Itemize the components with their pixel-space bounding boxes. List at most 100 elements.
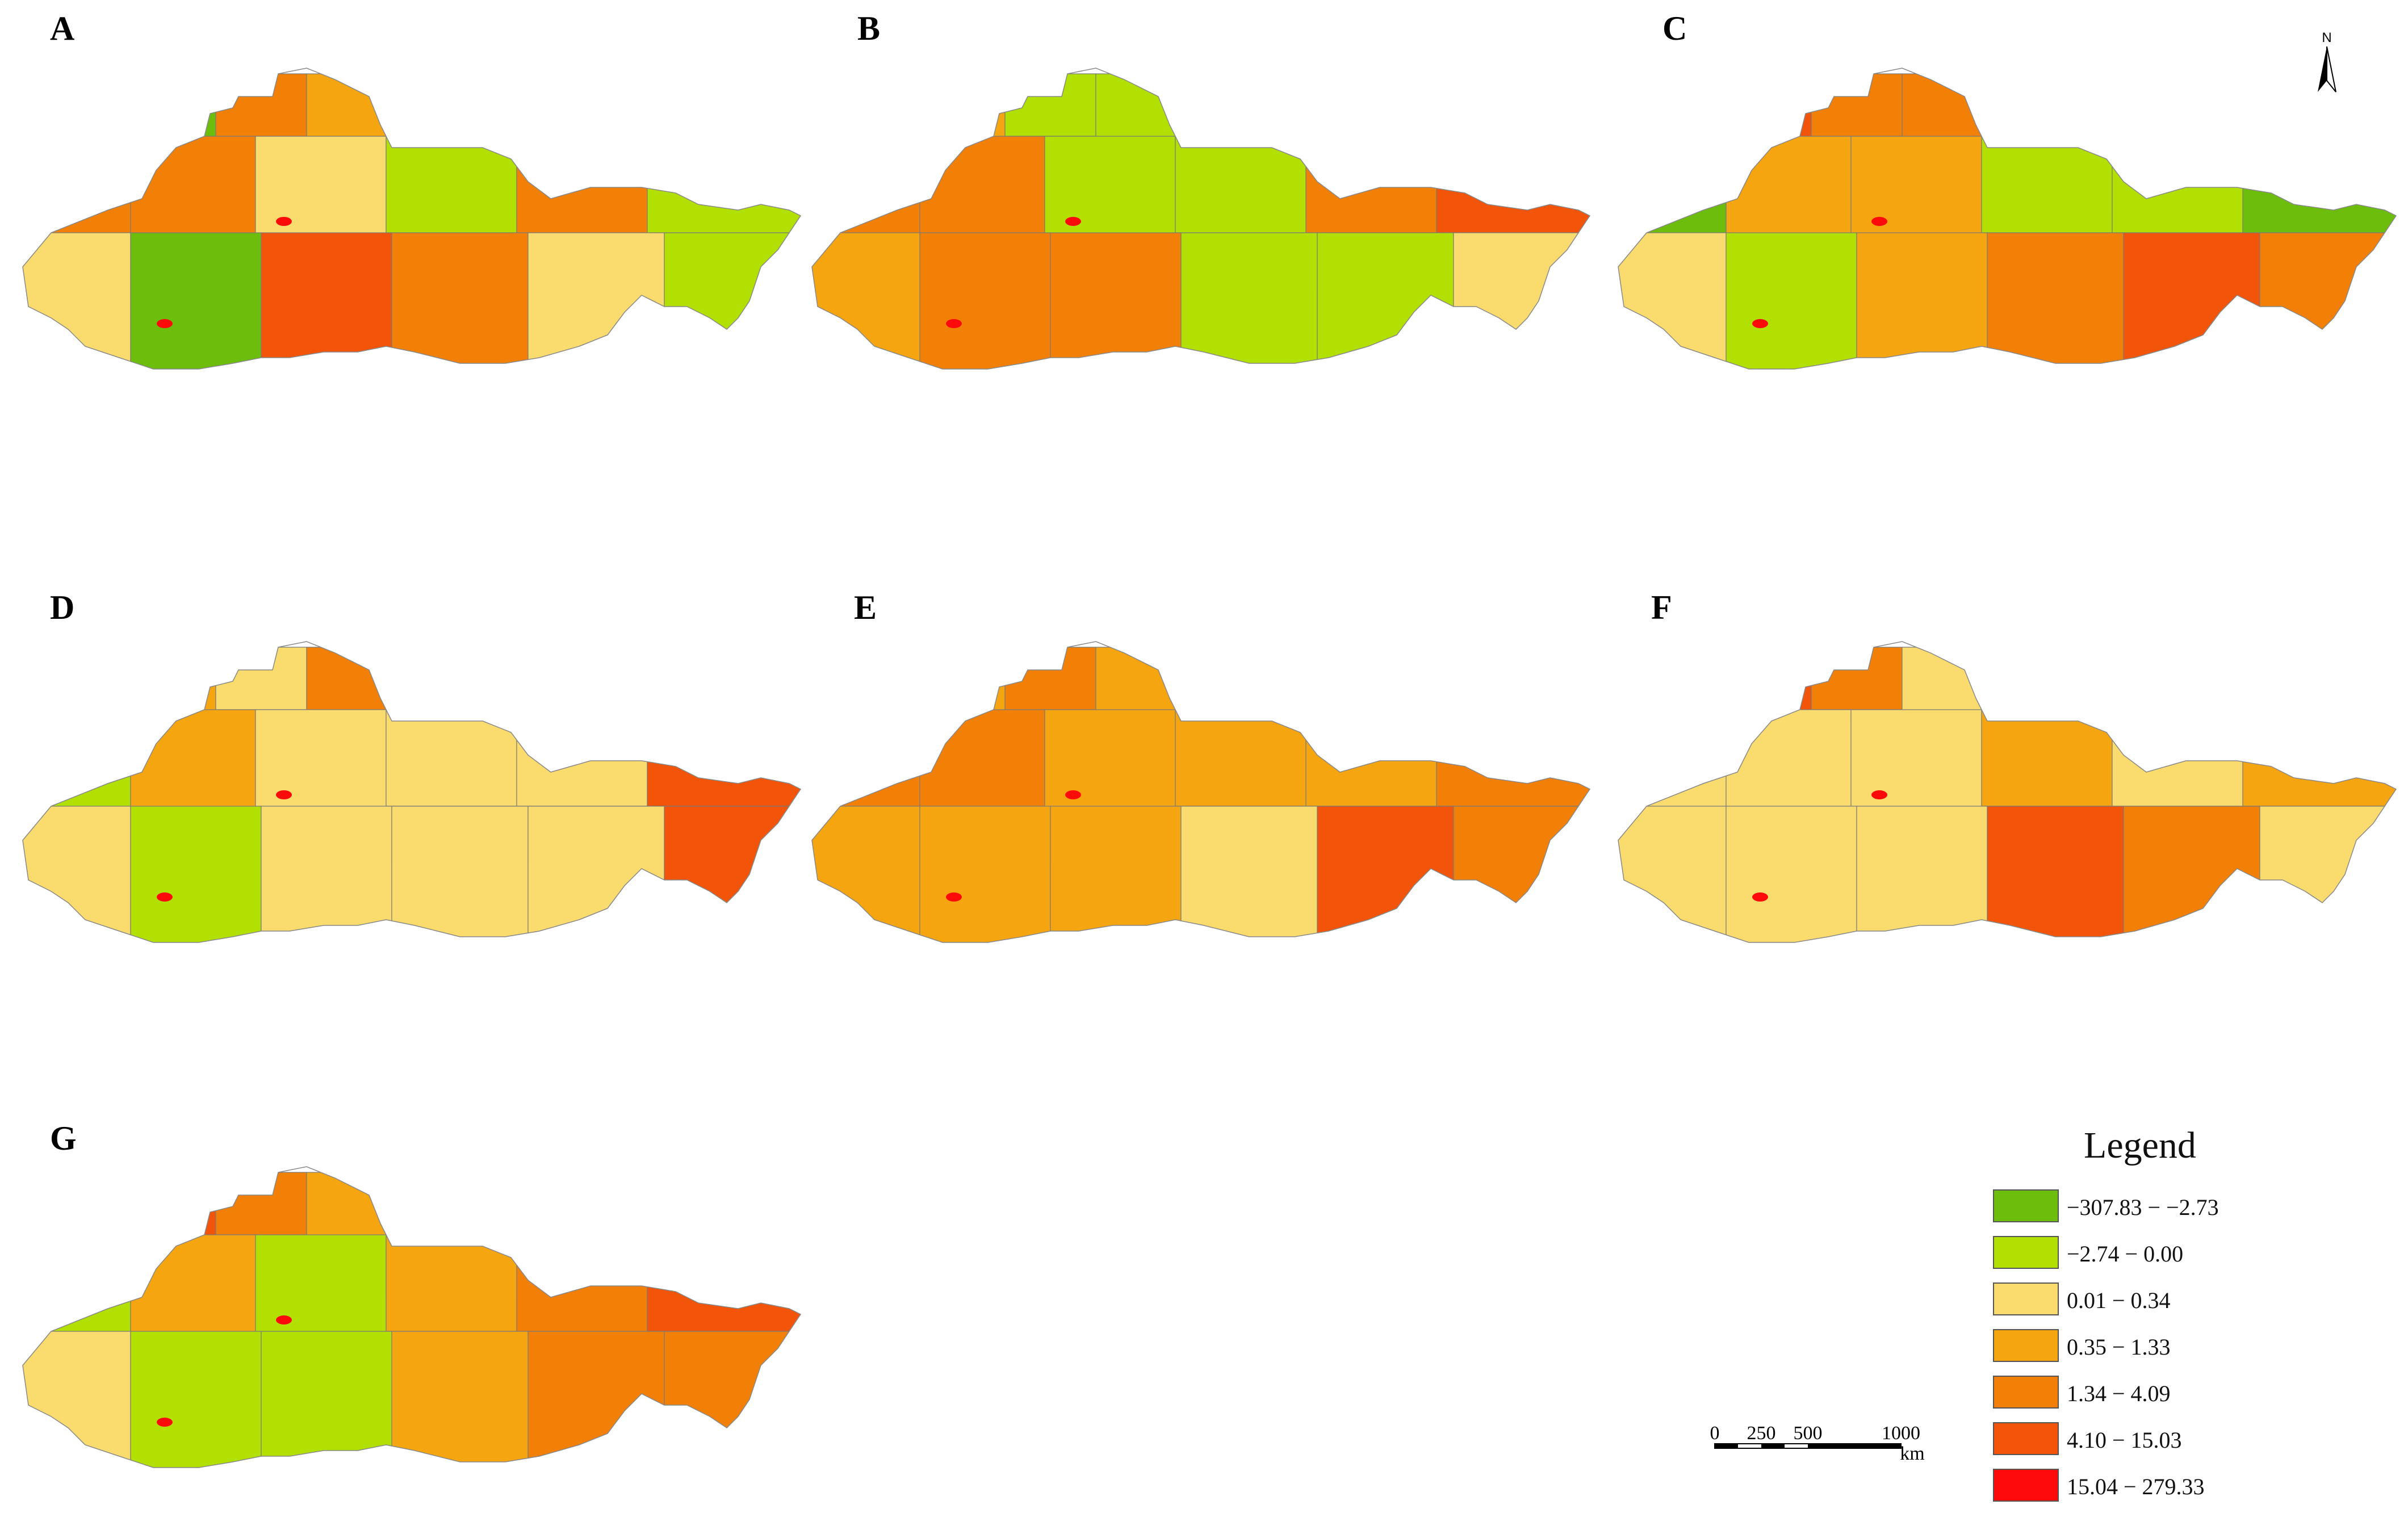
- region-r2-c3: [1180, 806, 1318, 942]
- region-r2-c1: [919, 232, 1051, 369]
- region-r1-c3: [1175, 709, 1306, 807]
- scale-tick-0: 0: [1710, 1423, 1720, 1444]
- hotspot-patch: [764, 262, 780, 271]
- legend-range: −307.83 − −2.73: [2067, 1195, 2219, 1220]
- legend-range: 0.01 − 0.34: [2067, 1288, 2171, 1313]
- region-r2-c5: [2259, 232, 2396, 369]
- hotspot-patch: [1553, 262, 1569, 271]
- region-r1-c4: [516, 1234, 648, 1332]
- hotspot-patch: [946, 319, 962, 328]
- map-panel-g: [22, 1166, 802, 1468]
- legend-row: −307.83 − −2.73: [1993, 1189, 2311, 1222]
- region-r1-c0: [23, 141, 131, 245]
- hotspot-patch: [1065, 790, 1081, 799]
- hotspot-patch: [1752, 319, 1768, 328]
- region-r1-c2: [1044, 709, 1176, 812]
- region-r1-c3: [386, 1234, 517, 1332]
- region-r2-c5: [664, 232, 801, 369]
- region-r1-c4: [2112, 136, 2243, 233]
- region-r2-c2: [261, 806, 392, 942]
- region-r2-c4: [2123, 806, 2260, 942]
- legend-range: 0.35 − 1.33: [2067, 1334, 2171, 1360]
- region-r2-c2: [1856, 232, 1988, 369]
- region-r0-c4: [454, 647, 551, 722]
- scale-tick-250: 250: [1747, 1423, 1776, 1444]
- hotspot-patch: [157, 1418, 173, 1427]
- hotspot-patch: [2360, 262, 2376, 271]
- region-r0-c3: [386, 647, 455, 722]
- region-r1-c1: [919, 709, 1045, 812]
- hotspot-patch: [764, 836, 780, 845]
- region-r0-c4: [1243, 647, 1341, 722]
- region-r1-c5: [2242, 709, 2396, 807]
- map-panel-d: [22, 641, 802, 943]
- region-r2-c2: [1050, 806, 1182, 942]
- region-r0-c4: [2049, 73, 2147, 148]
- north-label: N: [2322, 30, 2331, 45]
- legend-swatch: [1993, 1236, 2059, 1269]
- map-panel-f: [1618, 641, 2397, 943]
- region-r1-c2: [1044, 136, 1176, 239]
- region-r1-c1: [1726, 709, 1852, 812]
- region-r1-c1: [130, 136, 256, 239]
- region-r1-c1: [130, 1234, 256, 1338]
- region-r1-c1: [919, 136, 1045, 239]
- region-r1-c1: [130, 709, 256, 812]
- region-r2-c2: [261, 1331, 392, 1468]
- legend-swatch: [1993, 1422, 2059, 1455]
- region-r0-c3: [1175, 647, 1244, 722]
- region-r1-c5: [1436, 136, 1590, 233]
- region-r1-c0: [23, 1240, 131, 1343]
- scale-tick-1000: 1000: [1882, 1423, 1920, 1444]
- region-r2-c4: [1317, 232, 1454, 369]
- region-r0-c0: [136, 647, 216, 716]
- region-r0-c0: [136, 73, 216, 143]
- hotspot-patch: [276, 1315, 292, 1325]
- region-r1-c2: [255, 709, 387, 812]
- region-r2-c1: [1726, 806, 1857, 942]
- region-r2-c1: [130, 1331, 262, 1468]
- hotspot-patch: [157, 892, 173, 902]
- hotspot-patch: [276, 790, 292, 799]
- legend-range: 15.04 − 279.33: [2067, 1474, 2205, 1499]
- region-r1-c1: [1726, 136, 1852, 239]
- region-r0-c4: [454, 73, 551, 148]
- region-r2-c3: [1180, 232, 1318, 369]
- legend-range: 1.34 − 4.09: [2067, 1381, 2171, 1406]
- region-r1-c2: [255, 136, 387, 239]
- region-r2-c1: [130, 232, 262, 369]
- hotspot-patch: [1752, 892, 1768, 902]
- region-r0-c3: [1175, 73, 1244, 148]
- region-r1-c4: [1305, 136, 1437, 233]
- region-r1-c4: [516, 136, 648, 233]
- region-r1-c0: [812, 715, 920, 818]
- panel-label-d: D: [50, 589, 75, 626]
- region-r1-c5: [647, 709, 801, 807]
- region-r1-c3: [1981, 709, 2113, 807]
- region-r2-c5: [664, 806, 801, 942]
- legend-row: 1.34 − 4.09: [1993, 1376, 2311, 1409]
- legend-row: 0.35 − 1.33: [1993, 1329, 2311, 1362]
- hotspot-patch: [764, 1361, 780, 1370]
- region-r2-c3: [391, 1331, 529, 1468]
- region-r0-c1: [1004, 73, 1096, 137]
- map-panel-b: [811, 68, 1591, 370]
- region-r2-c3: [391, 232, 529, 369]
- region-r0-c4: [454, 1172, 551, 1247]
- panel-label-f: F: [1651, 589, 1672, 626]
- region-r0-c1: [1811, 647, 1903, 710]
- panel-label-c: C: [1662, 10, 1687, 47]
- region-r0-c4: [2049, 647, 2147, 722]
- map-panel-a: [22, 68, 802, 370]
- region-r1-c4: [2112, 709, 2243, 807]
- region-r1-c4: [516, 709, 648, 807]
- region-r2-c4: [527, 1331, 665, 1468]
- region-r2-c4: [527, 806, 665, 942]
- legend-swatch: [1993, 1376, 2059, 1409]
- region-r2-c1: [919, 806, 1051, 942]
- legend-range: 4.10 − 15.03: [2067, 1427, 2182, 1453]
- region-r2-c2: [261, 232, 392, 369]
- region-r0-c4: [1243, 73, 1341, 148]
- region-r2-c1: [130, 806, 262, 942]
- region-r2-c3: [391, 806, 529, 942]
